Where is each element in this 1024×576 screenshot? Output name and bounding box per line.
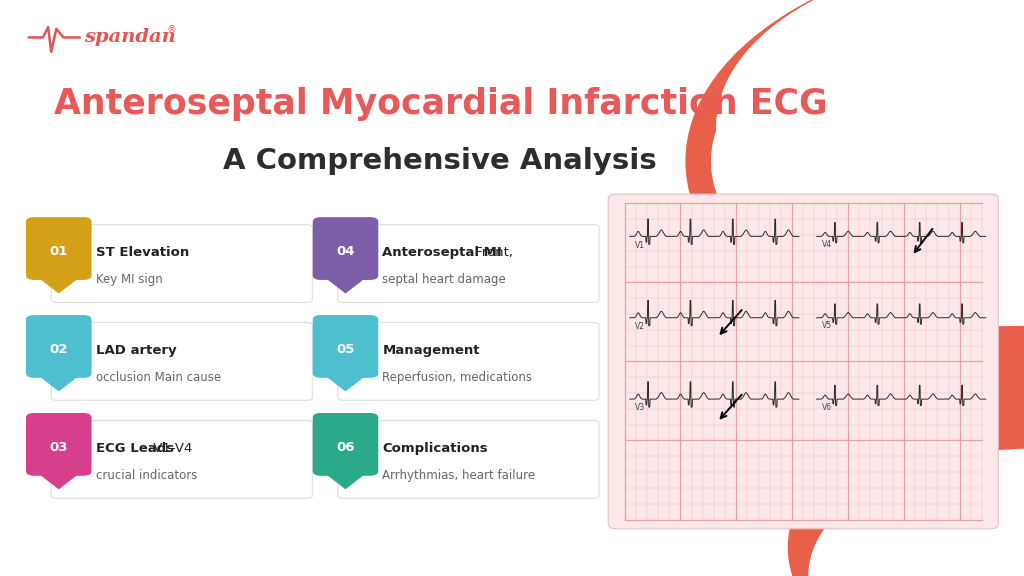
Circle shape [712, 0, 1024, 325]
Text: ®: ® [167, 25, 177, 36]
Text: V2: V2 [635, 322, 645, 331]
FancyBboxPatch shape [608, 194, 998, 529]
Text: spandan: spandan [84, 28, 176, 47]
FancyBboxPatch shape [26, 315, 91, 378]
Text: occlusion Main cause: occlusion Main cause [95, 371, 221, 384]
Text: Arrhythmias, heart failure: Arrhythmias, heart failure [382, 469, 536, 482]
FancyBboxPatch shape [26, 413, 91, 476]
Text: Anteroseptal Myocardial Infarction ECG: Anteroseptal Myocardial Infarction ECG [53, 86, 827, 121]
Text: 01: 01 [49, 245, 68, 258]
Circle shape [717, 0, 1024, 300]
FancyBboxPatch shape [312, 413, 378, 476]
Text: septal heart damage: septal heart damage [382, 273, 506, 286]
Text: V1: V1 [635, 241, 645, 250]
Polygon shape [34, 274, 83, 293]
FancyBboxPatch shape [51, 420, 312, 498]
FancyBboxPatch shape [338, 420, 599, 498]
Text: V4: V4 [821, 240, 831, 249]
Text: Management: Management [382, 344, 480, 357]
Polygon shape [881, 0, 1024, 576]
Text: Front,: Front, [471, 246, 513, 259]
Polygon shape [321, 372, 370, 391]
Text: 06: 06 [336, 441, 354, 454]
Text: 02: 02 [49, 343, 68, 356]
FancyBboxPatch shape [51, 225, 312, 302]
Text: V1-V4: V1-V4 [150, 442, 193, 455]
Text: LAD artery: LAD artery [95, 344, 176, 357]
Text: Complications: Complications [382, 442, 488, 455]
Text: 04: 04 [336, 245, 354, 258]
Circle shape [809, 449, 1024, 576]
Circle shape [686, 0, 1024, 380]
Text: V6: V6 [821, 403, 831, 412]
Text: Anteroseptal MI: Anteroseptal MI [382, 246, 502, 259]
FancyBboxPatch shape [312, 315, 378, 378]
Polygon shape [34, 469, 83, 488]
FancyBboxPatch shape [338, 323, 599, 400]
Text: V3: V3 [635, 403, 645, 412]
FancyBboxPatch shape [338, 225, 599, 302]
Text: crucial indicators: crucial indicators [95, 469, 197, 482]
FancyBboxPatch shape [26, 217, 91, 280]
Text: A Comprehensive Analysis: A Comprehensive Analysis [223, 147, 657, 175]
Text: 03: 03 [49, 441, 68, 454]
Text: Reperfusion, medications: Reperfusion, medications [382, 371, 532, 384]
Text: 05: 05 [336, 343, 354, 356]
Text: ECG Leads: ECG Leads [95, 442, 174, 455]
FancyBboxPatch shape [312, 217, 378, 280]
Text: V5: V5 [821, 321, 831, 330]
Text: Key MI sign: Key MI sign [95, 273, 163, 286]
FancyBboxPatch shape [51, 323, 312, 400]
Polygon shape [321, 274, 370, 293]
Polygon shape [321, 469, 370, 488]
Text: ST Elevation: ST Elevation [95, 246, 188, 259]
Circle shape [788, 386, 1024, 576]
Polygon shape [34, 372, 83, 391]
